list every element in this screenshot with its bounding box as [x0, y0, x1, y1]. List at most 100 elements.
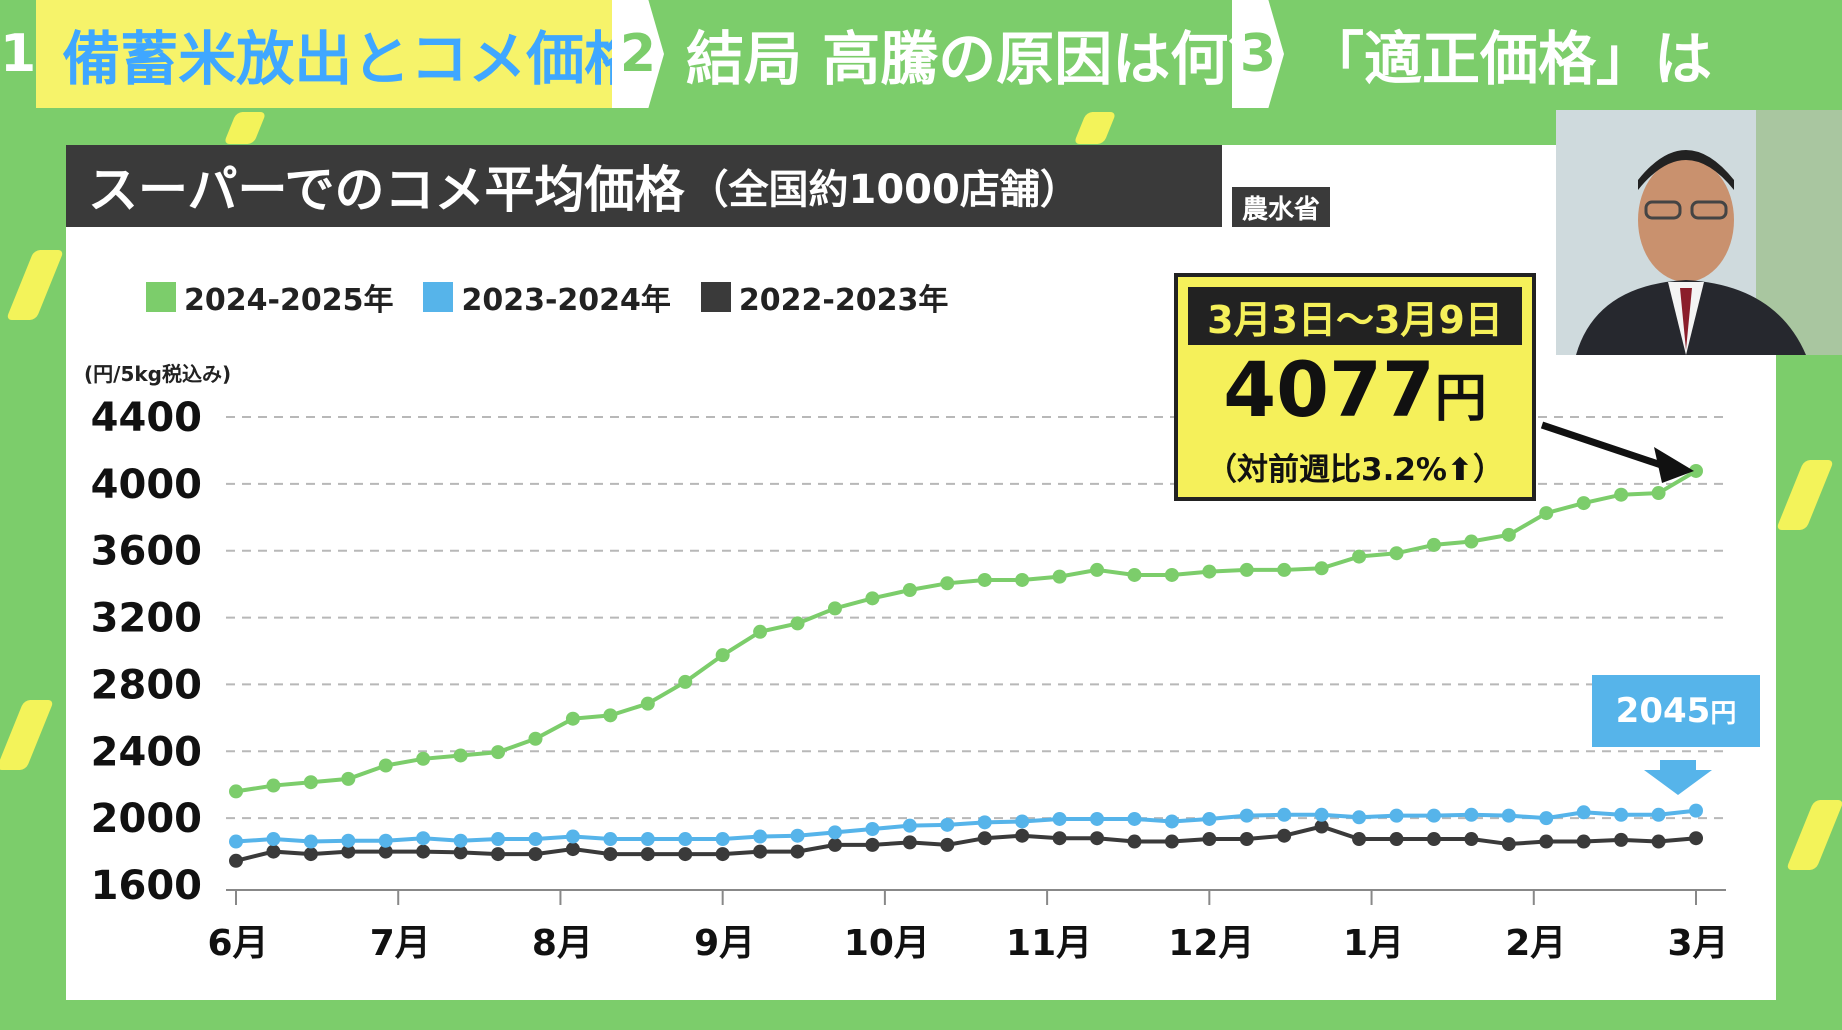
data-point — [1576, 834, 1591, 849]
header-bar: 1 備蓄米放出とコメ価格 2 結局 高騰の原因は何？ 3 「適正価格」は — [0, 0, 1842, 108]
x-tick-label: 6月 — [207, 923, 268, 964]
tab-label: 備蓄米放出とコメ価格 — [62, 25, 643, 93]
data-point — [1127, 567, 1142, 582]
data-point — [565, 711, 580, 726]
decor-stripe — [223, 112, 267, 144]
data-point — [303, 847, 318, 862]
data-point — [753, 624, 768, 639]
data-point — [1127, 834, 1142, 849]
data-point — [303, 775, 318, 790]
data-point — [678, 847, 693, 862]
data-point — [1277, 562, 1292, 577]
chart-legend: 2024-2025年 2023-2024年 2022-2023年 — [146, 275, 948, 319]
y-tick-label: 1600 — [91, 863, 202, 909]
data-point — [1277, 828, 1292, 843]
tab-fair-price[interactable]: 3 「適正価格」は — [1232, 0, 1712, 108]
callout-value: 4077円 — [1178, 345, 1532, 444]
data-point — [1426, 832, 1441, 847]
data-point — [1614, 807, 1629, 822]
callout-unit: 円 — [1434, 369, 1487, 429]
data-point — [753, 829, 768, 844]
data-point — [902, 818, 917, 833]
chart-title-main: スーパーでのコメ平均価格 — [88, 161, 685, 219]
data-point — [266, 844, 281, 859]
data-point — [378, 833, 393, 848]
data-point — [1576, 805, 1591, 820]
data-point — [1202, 811, 1217, 826]
data-point — [378, 758, 393, 773]
data-point — [977, 572, 992, 587]
data-point — [1015, 828, 1030, 843]
data-point — [1464, 534, 1479, 549]
data-point — [1689, 463, 1703, 478]
y-tick-label: 4400 — [91, 395, 202, 441]
blue-label-number: 2045 — [1615, 691, 1711, 731]
data-point — [715, 832, 730, 847]
data-point — [1239, 832, 1254, 847]
data-point — [416, 844, 431, 859]
data-point — [865, 837, 880, 852]
data-point — [715, 847, 730, 862]
data-point — [1052, 811, 1067, 826]
data-point — [865, 822, 880, 837]
data-point — [902, 835, 917, 850]
tab-cause[interactable]: 2 結局 高騰の原因は何？ — [612, 0, 1286, 108]
x-tick-label: 8月 — [532, 923, 593, 964]
data-point — [528, 847, 543, 862]
chart-panel: スーパーでのコメ平均価格 （全国約1000店舗） 農水省 2024-2025年 … — [66, 145, 1776, 1000]
data-point — [1651, 834, 1666, 849]
decor-stripe — [1775, 460, 1835, 530]
data-point — [1539, 811, 1554, 826]
x-tick-label: 7月 — [370, 923, 431, 964]
data-point — [528, 731, 543, 746]
y-tick-label: 2400 — [91, 729, 202, 775]
tab-label: 「適正価格」は — [1306, 25, 1713, 93]
data-point — [453, 748, 468, 763]
data-point — [1164, 814, 1179, 829]
tab-rice-release[interactable]: 1 備蓄米放出とコメ価格 — [0, 0, 642, 108]
data-point — [1314, 819, 1329, 834]
legend-item-2023: 2023-2024年 — [423, 275, 671, 319]
data-point — [827, 601, 842, 616]
decor-stripe — [1785, 800, 1842, 870]
callout-arrow-line — [1540, 421, 1678, 474]
blue-down-arrow — [1644, 760, 1712, 795]
callout-number: 4077 — [1223, 345, 1435, 434]
data-point — [865, 591, 880, 606]
data-point — [1314, 807, 1329, 822]
legend-swatch — [700, 282, 731, 312]
data-point — [1352, 810, 1367, 825]
y-tick-label: 2000 — [91, 796, 202, 842]
data-point — [1651, 486, 1666, 501]
data-point — [1202, 564, 1217, 579]
data-point — [940, 576, 955, 591]
data-point — [1015, 814, 1030, 829]
chart-title: スーパーでのコメ平均価格 （全国約1000店舗） — [66, 145, 1222, 227]
data-point — [491, 847, 506, 862]
data-point — [1164, 567, 1179, 582]
latest-price-callout: 3月3日～3月9日 4077円 （対前週比3.2%⬆） — [1174, 273, 1536, 501]
data-point — [565, 842, 580, 857]
data-point — [341, 771, 356, 786]
data-point — [1389, 832, 1404, 847]
data-point — [453, 845, 468, 860]
callout-arrow-head — [1654, 447, 1694, 483]
callout-date: 3月3日～3月9日 — [1188, 287, 1522, 345]
chart-title-sub: （全国約1000店舗） — [688, 167, 1080, 213]
data-point — [1052, 831, 1067, 846]
legend-label: 2023-2024年 — [461, 283, 671, 318]
data-point — [827, 837, 842, 852]
data-point — [229, 784, 243, 799]
data-point — [1689, 803, 1703, 818]
data-point — [1015, 572, 1030, 587]
data-point — [1239, 562, 1254, 577]
x-tick-label: 2月 — [1505, 923, 1566, 964]
legend-item-2022: 2022-2023年 — [700, 275, 948, 319]
data-point — [1539, 834, 1554, 849]
data-point — [303, 834, 318, 849]
data-point — [1464, 832, 1479, 847]
data-point — [827, 825, 842, 840]
legend-item-2024: 2024-2025年 — [146, 275, 393, 319]
legend-swatch — [423, 282, 454, 312]
data-point — [1426, 537, 1441, 552]
